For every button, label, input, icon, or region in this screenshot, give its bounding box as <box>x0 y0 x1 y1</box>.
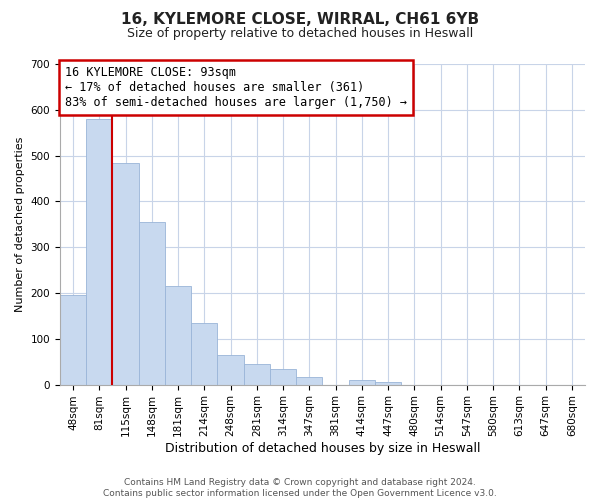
Text: 16 KYLEMORE CLOSE: 93sqm
← 17% of detached houses are smaller (361)
83% of semi-: 16 KYLEMORE CLOSE: 93sqm ← 17% of detach… <box>65 66 407 108</box>
Bar <box>296 377 322 384</box>
Bar <box>217 355 244 384</box>
Text: Size of property relative to detached houses in Heswall: Size of property relative to detached ho… <box>127 28 473 40</box>
X-axis label: Distribution of detached houses by size in Heswall: Distribution of detached houses by size … <box>165 442 480 455</box>
Bar <box>60 295 86 384</box>
Bar <box>86 119 112 384</box>
Bar <box>270 368 296 384</box>
Bar <box>165 286 191 384</box>
Bar <box>112 163 139 384</box>
Bar <box>375 382 401 384</box>
Bar <box>244 364 270 384</box>
Bar <box>139 222 165 384</box>
Text: Contains HM Land Registry data © Crown copyright and database right 2024.
Contai: Contains HM Land Registry data © Crown c… <box>103 478 497 498</box>
Bar <box>349 380 375 384</box>
Y-axis label: Number of detached properties: Number of detached properties <box>15 136 25 312</box>
Bar <box>191 323 217 384</box>
Text: 16, KYLEMORE CLOSE, WIRRAL, CH61 6YB: 16, KYLEMORE CLOSE, WIRRAL, CH61 6YB <box>121 12 479 28</box>
